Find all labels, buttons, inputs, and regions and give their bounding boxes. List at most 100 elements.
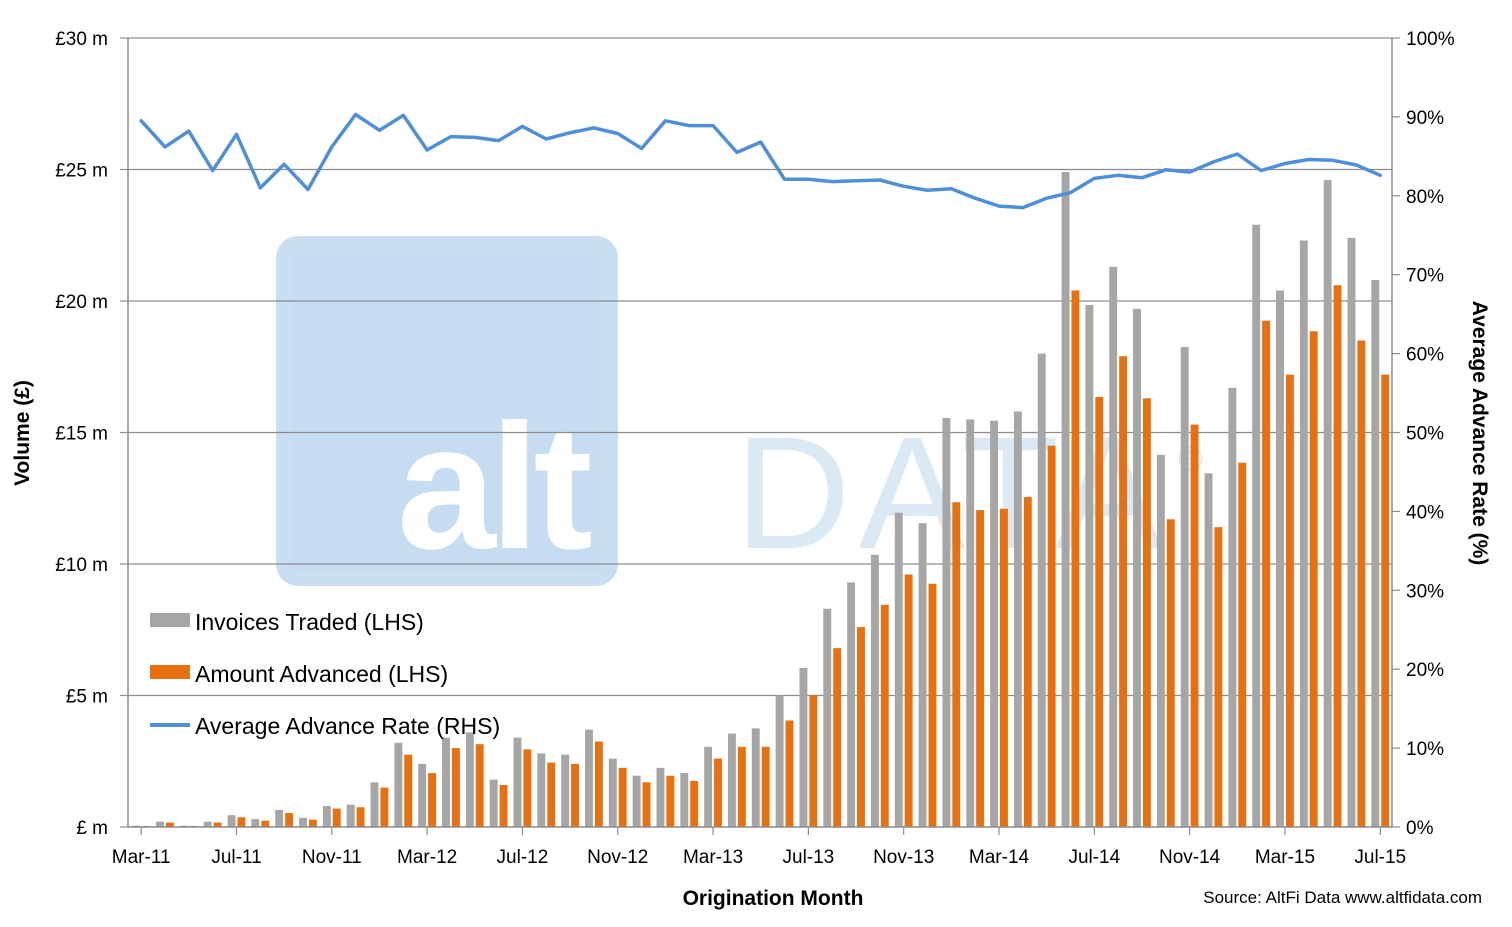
bar-advanced [1357, 340, 1366, 827]
bar-advanced [928, 583, 937, 827]
bar-advanced [666, 775, 675, 827]
bar-advanced [356, 807, 365, 827]
bar-invoices [870, 554, 879, 827]
bar-advanced [1047, 445, 1056, 827]
bar-advanced [833, 648, 842, 827]
y-tick-labels: £ m £5 m £10 m £15 m £20 m £25 m £30 m [55, 29, 108, 839]
y2-tick-label: 90% [1406, 108, 1444, 129]
y2-tick-label: 70% [1406, 266, 1444, 287]
bar-invoices [727, 733, 736, 827]
bar-invoices [799, 667, 808, 827]
bar-invoices [894, 512, 903, 827]
bar-invoices [418, 763, 427, 827]
watermark-fi-text: fi [618, 387, 715, 586]
bar-invoices [1228, 387, 1237, 827]
bar-invoices [847, 582, 856, 827]
bar-advanced [880, 604, 889, 827]
y2-tick-labels: 0% 10% 20% 30% 40% 50% 60% 70% 80% 90% 100% [1406, 29, 1455, 839]
bar-advanced [1142, 398, 1151, 827]
bar-advanced [213, 822, 222, 827]
bar-invoices [918, 523, 927, 827]
bar-invoices [1061, 172, 1070, 827]
bar-advanced [618, 767, 627, 827]
bar-invoices [513, 737, 522, 827]
bars-layer [132, 172, 1390, 828]
bar-advanced [523, 749, 532, 827]
bar-invoices [1180, 347, 1189, 827]
bar-invoices [990, 420, 999, 827]
bar-invoices [1323, 180, 1332, 827]
bar-advanced [1023, 496, 1032, 827]
bar-invoices [1133, 308, 1141, 827]
y-tick-label: £10 m [55, 555, 108, 576]
bar-advanced [380, 787, 389, 827]
y2-tick-label: 40% [1406, 502, 1444, 523]
bar-advanced [1190, 424, 1199, 827]
bar-advanced [1119, 356, 1128, 827]
bar-advanced [809, 695, 818, 827]
bar-invoices [489, 779, 498, 827]
y-tick-label: £30 m [55, 29, 108, 50]
x-tick-label: Jul-12 [497, 847, 549, 868]
bar-invoices [1013, 411, 1022, 827]
bar-advanced [1309, 331, 1318, 827]
bar-advanced [1333, 285, 1342, 828]
y2-tick-label: 50% [1406, 424, 1444, 445]
legend-label-invoices: Invoices Traded (LHS) [195, 609, 424, 635]
bar-invoices [299, 817, 307, 827]
bar-invoices [203, 821, 212, 827]
bar-invoices [394, 742, 403, 827]
y2-tick-label: 20% [1406, 660, 1444, 681]
bar-advanced [976, 510, 985, 827]
bar-advanced [690, 780, 699, 827]
bar-invoices [1109, 266, 1118, 827]
x-tick-label: Jul-14 [1068, 847, 1120, 868]
bar-invoices [656, 767, 665, 827]
y2-tick-label: 30% [1406, 581, 1444, 602]
bar-advanced [1095, 396, 1104, 827]
y2-tick-label: 80% [1406, 187, 1444, 208]
watermark-alt-text: alt [397, 387, 591, 586]
source-note: Source: AltFi Data www.altfidata.com [1203, 888, 1482, 907]
bar-advanced [308, 819, 317, 827]
bar-invoices [942, 418, 951, 827]
bar-invoices [1204, 473, 1213, 827]
y-tick-label: £20 m [55, 292, 108, 313]
legend-swatch-advanced [150, 665, 190, 679]
bar-invoices [1347, 237, 1356, 827]
x-axis-title: Origination Month [683, 887, 864, 910]
watermark-box-inner [292, 254, 600, 572]
bar-advanced [475, 744, 484, 827]
x-tick-label: Mar-15 [1255, 847, 1315, 868]
bar-advanced [1285, 374, 1294, 827]
bar-invoices [823, 608, 832, 827]
bar-invoices [465, 732, 474, 827]
bar-invoices [585, 729, 593, 827]
bar-invoices [751, 728, 760, 827]
bar-advanced [451, 748, 460, 827]
y-tick-label: £25 m [55, 161, 108, 182]
line-average-advance-rate [139, 112, 1383, 210]
bar-advanced [594, 741, 603, 827]
bar-advanced [547, 762, 556, 827]
bar-invoices [775, 695, 784, 827]
bar-advanced [499, 784, 508, 827]
bar-advanced [952, 502, 961, 827]
bar-advanced [1071, 290, 1080, 828]
x-tick-label: Jul-13 [783, 847, 835, 868]
bar-invoices [608, 758, 617, 827]
bar-advanced [166, 822, 174, 827]
y2-tick-label: 60% [1406, 345, 1444, 366]
bar-invoices [1085, 304, 1094, 827]
x-tick-label: Nov-12 [587, 847, 648, 868]
legend-label-advanced: Amount Advanced (LHS) [195, 661, 448, 687]
x-tick-label: Nov-14 [1159, 847, 1221, 868]
y2-tick-label: 0% [1406, 818, 1434, 839]
x-tick-label: Nov-11 [302, 847, 362, 868]
legend-swatch-invoices [150, 613, 190, 627]
y2-tick-label: 100% [1406, 29, 1455, 50]
x-tick-label: Mar-11 [112, 847, 171, 868]
y-axis-title: Volume (£) [11, 380, 34, 486]
